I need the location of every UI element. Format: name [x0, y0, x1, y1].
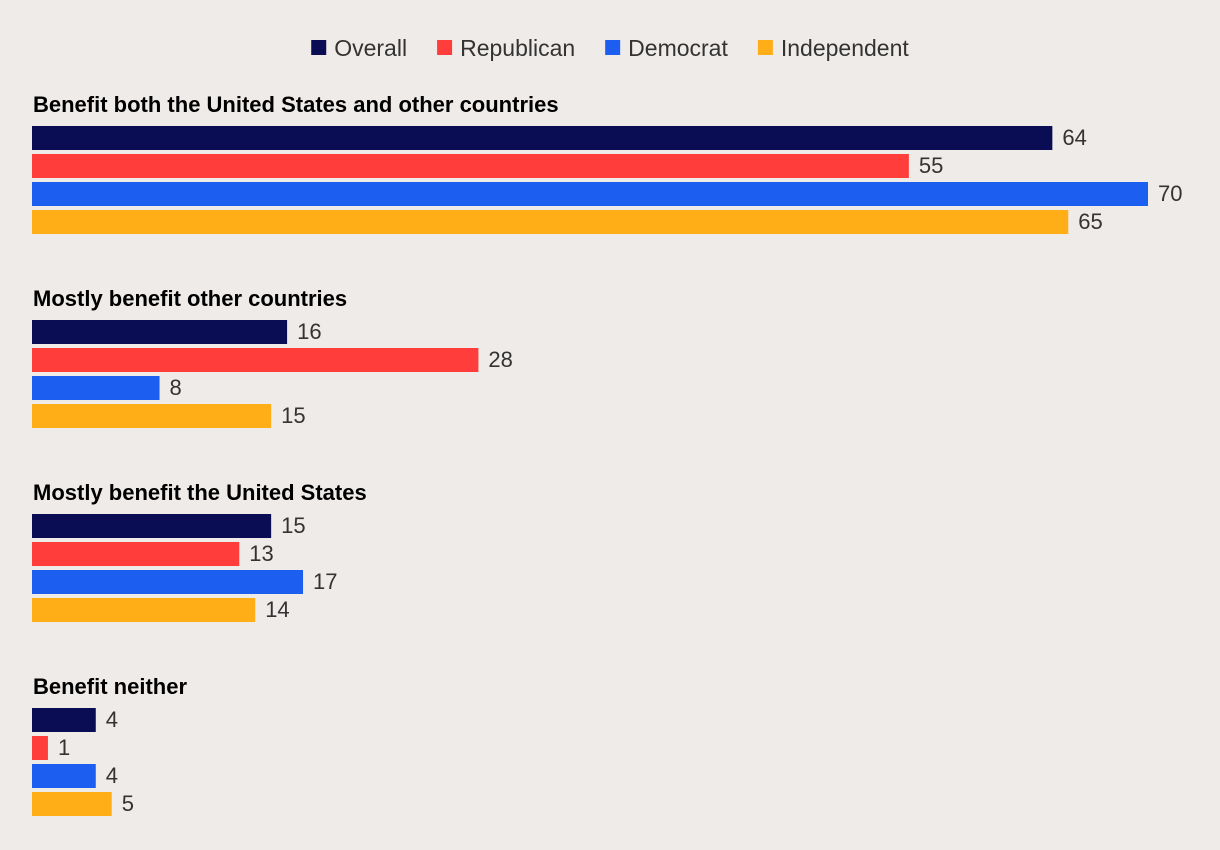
value-label-overall: 16 — [297, 319, 321, 344]
value-label-republican: 55 — [919, 153, 943, 178]
legend-label-independent: Independent — [781, 35, 910, 61]
legend-swatch-democrat — [605, 40, 621, 55]
legend-item-overall: Overall — [311, 35, 407, 61]
bar-republican — [32, 736, 48, 760]
bar-overall — [32, 126, 1053, 150]
value-label-independent: 65 — [1078, 209, 1102, 234]
legend-label-overall: Overall — [334, 35, 407, 61]
legend-label-democrat: Democrat — [628, 35, 728, 61]
value-label-republican: 28 — [488, 347, 512, 372]
value-label-overall: 64 — [1062, 125, 1086, 150]
legend-item-democrat: Democrat — [605, 35, 728, 61]
value-label-democrat: 70 — [1158, 181, 1182, 206]
bar-democrat — [32, 570, 304, 594]
value-label-republican: 13 — [249, 541, 273, 566]
value-label-democrat: 4 — [106, 763, 118, 788]
legend-item-republican: Republican — [437, 35, 575, 61]
value-label-overall: 15 — [281, 513, 305, 538]
group-title: Mostly benefit the United States — [33, 480, 367, 505]
value-label-democrat: 8 — [170, 375, 182, 400]
bar-republican — [32, 154, 909, 178]
bar-republican — [32, 542, 240, 566]
bar-overall — [32, 320, 288, 344]
legend-swatch-overall — [311, 40, 327, 55]
legend-swatch-republican — [437, 40, 453, 55]
bar-republican — [32, 348, 479, 372]
bar-independent — [32, 210, 1069, 234]
bar-overall — [32, 708, 96, 732]
bar-independent — [32, 404, 272, 428]
group-title: Benefit neither — [33, 674, 187, 699]
value-label-overall: 4 — [106, 707, 118, 732]
legend-item-independent: Independent — [757, 35, 910, 61]
bar-independent — [32, 598, 256, 622]
bar-group-mostly-benefit-the-united-states: Mostly benefit the United States 15 13 17 14 — [32, 480, 367, 622]
value-label-democrat: 17 — [313, 569, 337, 594]
bar-group-mostly-benefit-other-countries: Mostly benefit other countries 16 28 8 15 — [32, 286, 513, 428]
group-title: Benefit both the United States and other… — [33, 92, 559, 117]
bar-independent — [32, 792, 112, 816]
value-label-independent: 15 — [281, 403, 305, 428]
value-label-independent: 5 — [122, 791, 134, 816]
bar-groups: Benefit both the United States and other… — [32, 92, 1182, 816]
group-title: Mostly benefit other countries — [33, 286, 347, 311]
bar-democrat — [32, 182, 1148, 206]
bar-group-benefit-both-the-united-states-and-other-countries: Benefit both the United States and other… — [32, 92, 1182, 234]
bar-overall — [32, 514, 272, 538]
value-label-independent: 14 — [265, 597, 289, 622]
legend-swatch-independent — [757, 40, 773, 55]
bar-democrat — [32, 376, 160, 400]
bar-democrat — [32, 764, 96, 788]
value-label-republican: 1 — [58, 735, 70, 760]
legend: Overall Republican Democrat Independent — [311, 35, 909, 61]
legend-label-republican: Republican — [460, 35, 575, 61]
